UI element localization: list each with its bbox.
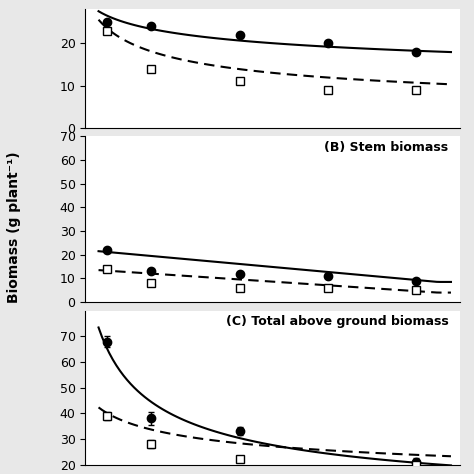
Text: (C) Total above ground biomass: (C) Total above ground biomass xyxy=(226,315,448,328)
Text: Biomass (g plant⁻¹): Biomass (g plant⁻¹) xyxy=(7,152,21,303)
Text: (B) Stem biomass: (B) Stem biomass xyxy=(324,141,448,155)
